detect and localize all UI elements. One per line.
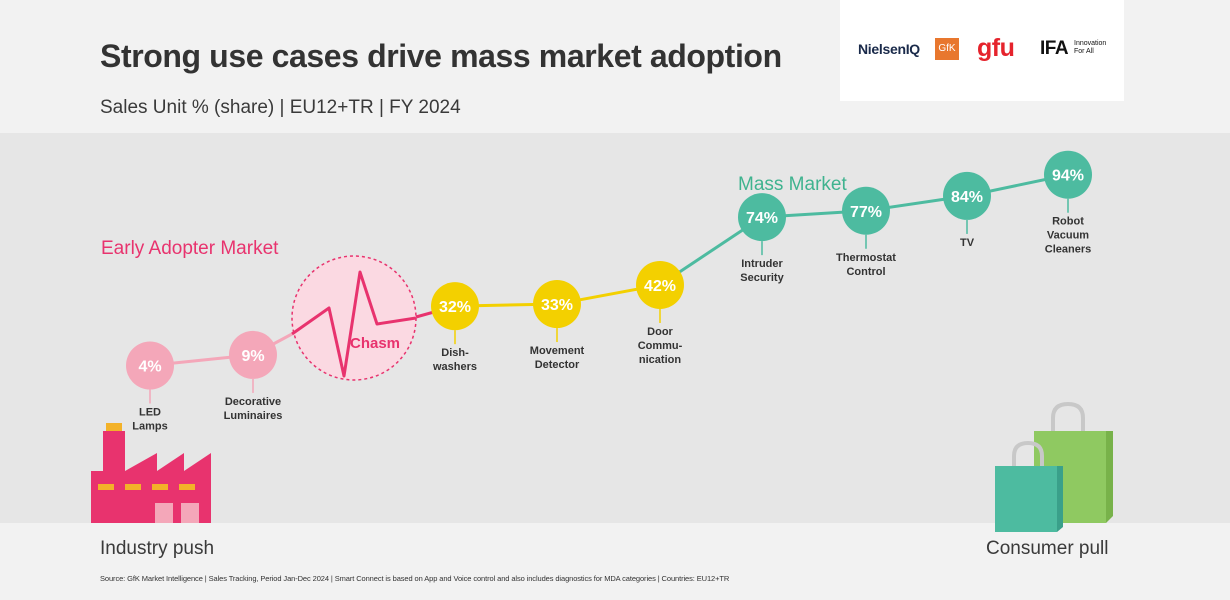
point-category-label: Door Commu-nication: [638, 326, 683, 366]
point-marker: [738, 193, 786, 242]
gfu-logo: gfu: [977, 34, 1015, 62]
category-label-line: Vacuum: [1047, 230, 1089, 242]
data-point-decorative-luminaires: 9% Decorative Luminaires: [224, 330, 283, 422]
data-point-led-lamps: 4% LED Lamps: [126, 341, 174, 433]
point-category-label: Intruder Security: [740, 258, 784, 284]
category-label-line: nication: [639, 354, 681, 366]
segment-labels: Early Adopter Market Mass Market: [101, 174, 847, 259]
category-label-line: Control: [846, 266, 885, 278]
page-subtitle: Sales Unit % (share) | EU12+TR | FY 2024: [100, 97, 461, 118]
point-marker: [229, 330, 277, 379]
mass-market-label: Mass Market: [738, 174, 847, 195]
point-value-label: 94%: [1052, 168, 1084, 185]
point-marker: [943, 171, 991, 220]
category-label-line: Security: [740, 272, 784, 284]
point-value-label: 4%: [138, 359, 161, 376]
category-label-line: Cleaners: [1045, 244, 1091, 256]
partner-logos: NielsenIQ GfK gfu IFA Innovation For All: [840, 0, 1124, 101]
point-marker: [636, 260, 684, 309]
category-label-line: TV: [960, 237, 975, 249]
adoption-lines: [149, 173, 1069, 368]
data-point-robot-vacuum-cleaners: 94% Robot Vacuum Cleaners: [1044, 150, 1092, 256]
category-label-line: Decorative: [225, 396, 281, 408]
nielseniq-logo: NielsenIQ: [858, 41, 920, 57]
category-label-line: Lamps: [132, 421, 167, 433]
point-category-label: Dish-washers: [432, 347, 477, 373]
data-point-door-communication: 42% Door Commu-nication: [636, 260, 684, 366]
data-point-tv: 84% TV: [943, 171, 991, 249]
point-marker: [431, 282, 479, 331]
category-label-line: Thermostat: [836, 252, 896, 264]
point-category-label: TV: [960, 237, 975, 249]
ifa-tagline-line: Innovation: [1074, 40, 1107, 47]
factory-icon: [91, 423, 211, 523]
category-label-line: Commu-: [638, 340, 683, 352]
category-label-line: washers: [432, 361, 477, 373]
chasm-marker: Chasm: [291, 255, 417, 381]
point-value-label: 33%: [541, 297, 573, 314]
point-category-label: Thermostat Control: [836, 252, 896, 278]
page-title: Strong use cases drive mass market adopt…: [100, 38, 782, 74]
category-label-line: Robot: [1052, 216, 1084, 228]
point-category-label: Movement Detector: [530, 345, 585, 371]
chasm-zigzag: [291, 270, 417, 378]
data-point-dishwashers: 32% Dish-washers: [431, 282, 479, 373]
gfk-logo: GfK: [935, 38, 959, 60]
data-point-intruder-security: 74% Intruder Security: [738, 193, 786, 284]
category-label-line: Movement: [530, 345, 585, 357]
point-value-label: 77%: [850, 204, 882, 221]
chasm-label: Chasm: [350, 335, 400, 352]
point-value-label: 32%: [439, 299, 471, 316]
category-label-line: Dish-: [441, 347, 469, 359]
ifa-tagline: Innovation For All: [1074, 40, 1120, 56]
point-value-label: 42%: [644, 278, 676, 295]
consumer-pull-label: Consumer pull: [986, 538, 1109, 559]
category-label-line: LED: [139, 407, 161, 419]
point-marker: [126, 341, 174, 390]
ifa-logo: IFA: [1040, 38, 1069, 59]
footer-band: [0, 523, 1230, 600]
point-value-label: 9%: [241, 348, 264, 365]
point-marker: [1044, 150, 1092, 199]
data-points: 4% LED Lamps 9% Decorative Luminaires 32% Dish-…: [126, 150, 1092, 433]
industry-push-label: Industry push: [100, 538, 215, 559]
early-adopter-label: Early Adopter Market: [101, 238, 279, 259]
point-category-label: LED Lamps: [132, 407, 167, 433]
ifa-tagline-line: For All: [1074, 48, 1094, 55]
point-marker: [533, 280, 581, 329]
point-value-label: 74%: [746, 210, 778, 227]
point-category-label: Decorative Luminaires: [224, 396, 283, 422]
point-value-label: 84%: [951, 189, 983, 206]
point-category-label: Robot Vacuum Cleaners: [1045, 216, 1091, 256]
shopping-bags-icon: [995, 401, 1113, 532]
data-point-movement-detector: 33% Movement Detector: [530, 280, 585, 371]
category-label-line: Door: [647, 326, 673, 338]
source-note: Source: GfK Market Intelligence | Sales …: [100, 574, 730, 583]
point-marker: [842, 186, 890, 235]
category-label-line: Detector: [535, 359, 580, 371]
category-label-line: Luminaires: [224, 410, 283, 422]
data-point-thermostat-control: 77% Thermostat Control: [836, 186, 896, 278]
category-label-line: Intruder: [741, 258, 783, 270]
